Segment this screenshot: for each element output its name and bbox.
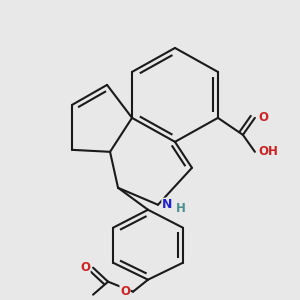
Text: N: N <box>162 198 172 211</box>
Text: H: H <box>176 202 186 215</box>
Text: O: O <box>258 111 268 124</box>
Text: O: O <box>80 261 90 274</box>
Text: OH: OH <box>258 145 278 158</box>
Text: O: O <box>120 285 130 298</box>
